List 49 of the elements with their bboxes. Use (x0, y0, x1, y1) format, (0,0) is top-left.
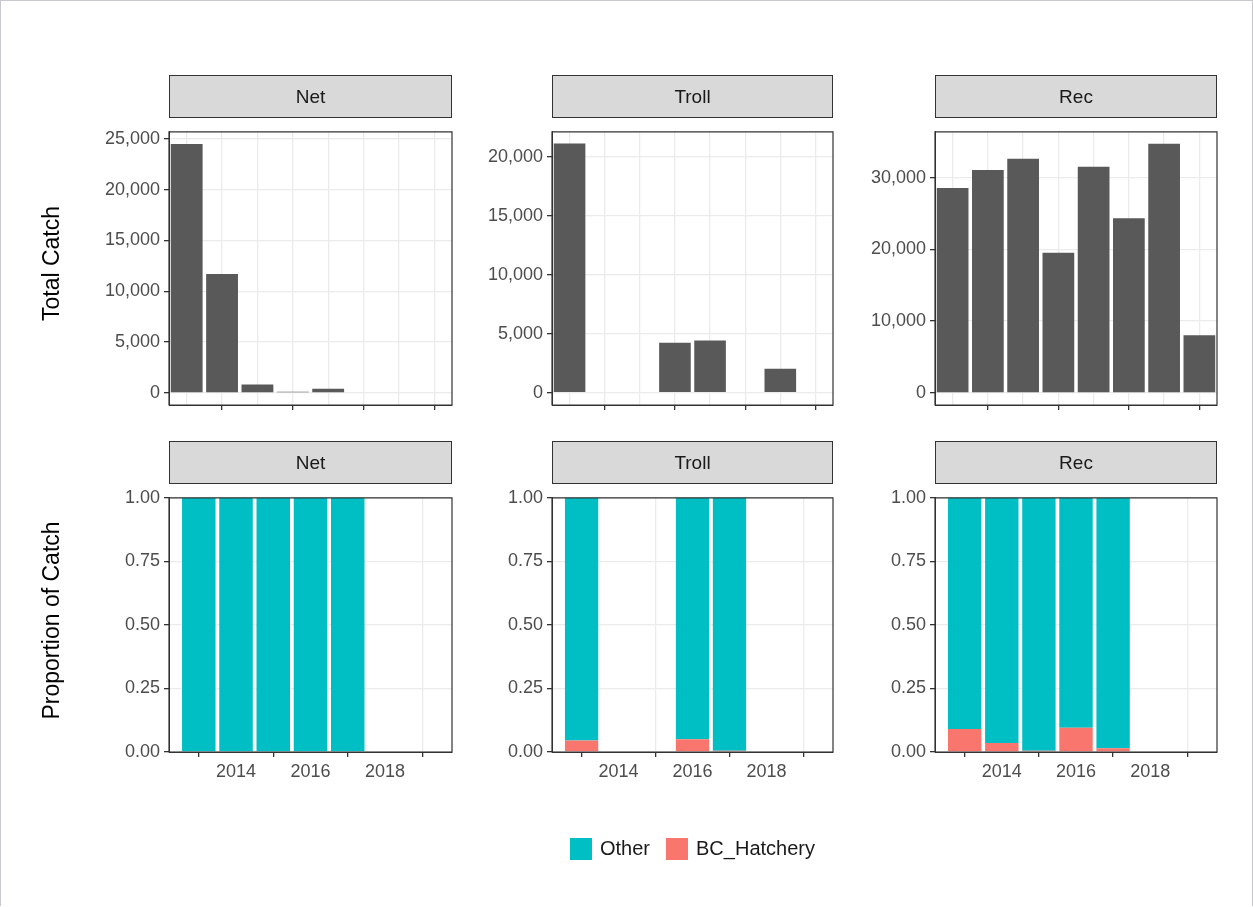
x-tick-label: 2014 (598, 760, 639, 781)
chart-title: Troll (552, 75, 833, 118)
chart-title: Net (169, 75, 452, 118)
y-tick-label: 0.00 (507, 740, 543, 761)
x-tick-label: 2014 (981, 760, 1022, 781)
y-tick-label: 0.75 (890, 550, 926, 571)
y-tick-label: 5,000 (497, 322, 543, 343)
y-tick-label: 0.50 (890, 613, 926, 634)
y-tick-label: 10,000 (870, 310, 926, 331)
chart-title: Rec (935, 75, 1217, 118)
y-tick-label: 10,000 (104, 280, 160, 301)
y-tick-label: 0.00 (124, 740, 160, 761)
y-tick-label: 0 (915, 381, 926, 402)
legend-label: Other (600, 837, 651, 860)
legend-label: BC_Hatchery (696, 837, 815, 860)
y-tick-label: 1.00 (507, 486, 543, 507)
x-tick-label: 2014 (216, 760, 257, 781)
x-tick-label: 2016 (290, 760, 331, 781)
y-tick-label: 0.50 (507, 613, 543, 634)
y-tick-label: 0.25 (507, 677, 543, 698)
y-tick-label: 0 (532, 381, 543, 402)
y-tick-label: 30,000 (870, 166, 926, 187)
x-tick-label: 2018 (746, 760, 787, 781)
y-tick-label: 20,000 (870, 238, 926, 259)
y-tick-label: 0.50 (124, 613, 160, 634)
x-tick-label: 2018 (364, 760, 405, 781)
y-axis-title: Proportion of Catch (37, 520, 65, 720)
y-tick-label: 0.25 (890, 677, 926, 698)
y-tick-label: 20,000 (487, 145, 543, 166)
y-tick-label: 0 (149, 381, 160, 402)
y-tick-label: 0.25 (124, 677, 160, 698)
y-tick-label: 5,000 (114, 331, 160, 351)
y-tick-label: 0.75 (124, 550, 160, 571)
y-tick-label: 1.00 (890, 486, 926, 507)
y-tick-label: 10,000 (487, 263, 543, 284)
x-tick-label: 2016 (1055, 760, 1097, 781)
chart-title: Rec (935, 441, 1217, 484)
x-tick-label: 2018 (1130, 760, 1171, 781)
y-tick-label: 0.75 (507, 550, 543, 571)
chart-title: Troll (552, 441, 833, 484)
x-tick-label: 2016 (672, 760, 713, 781)
chart-title: Net (169, 441, 452, 484)
y-axis-title: Total Catch (37, 205, 65, 322)
y-tick-label: 1.00 (124, 486, 160, 507)
y-tick-label: 15,000 (104, 229, 160, 250)
y-tick-label: 0.00 (890, 740, 926, 761)
y-tick-label: 25,000 (104, 127, 160, 148)
y-tick-label: 20,000 (104, 178, 160, 199)
y-tick-label: 15,000 (487, 204, 543, 225)
